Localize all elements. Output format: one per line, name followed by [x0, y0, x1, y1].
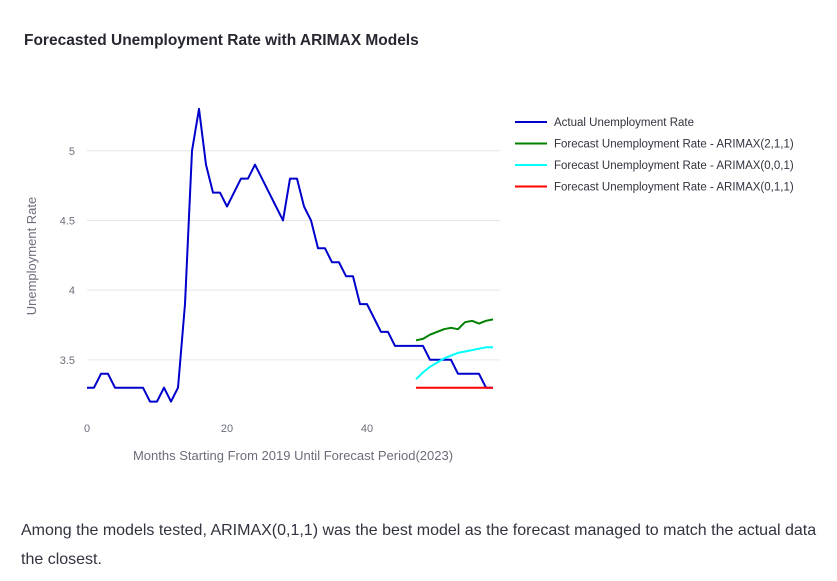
x-axis-title: Months Starting From 2019 Until Forecast…: [133, 448, 453, 463]
x-tick-label: 0: [84, 423, 90, 435]
y-axis-title: Unemployment Rate: [24, 197, 39, 316]
legend-item-3[interactable]: Forecast Unemployment Rate - ARIMAX(0,1,…: [515, 182, 794, 194]
grid-lines: [87, 150, 500, 361]
series-lines: [87, 107, 494, 403]
legend-item-2[interactable]: Forecast Unemployment Rate - ARIMAX(0,0,…: [515, 160, 794, 172]
x-tick-label: 20: [221, 423, 233, 435]
series-line-0: [87, 107, 493, 403]
x-tick-label: 40: [361, 423, 373, 435]
legend-label: Forecast Unemployment Rate - ARIMAX(0,0,…: [554, 160, 794, 172]
x-tick-labels: 0 20 40: [84, 423, 373, 435]
legend-label: Forecast Unemployment Rate - ARIMAX(0,1,…: [554, 182, 794, 194]
legend-item-1[interactable]: Forecast Unemployment Rate - ARIMAX(2,1,…: [515, 139, 794, 151]
y-tick-label: 3.5: [60, 355, 75, 367]
line-chart: 3.5 4 4.5 5 0 20 40 Actual Unemployment Rate F…: [24, 107, 794, 463]
legend-item-0[interactable]: Actual Unemployment Rate: [515, 117, 694, 129]
legend[interactable]: Actual Unemployment Rate Forecast Unemplo…: [515, 117, 794, 194]
series-line-1: [415, 318, 494, 342]
series-line-2: [415, 346, 493, 381]
y-tick-label: 4.5: [60, 215, 75, 227]
y-tick-label: 4: [69, 285, 75, 297]
y-tick-labels: 3.5 4 4.5 5: [60, 146, 75, 367]
legend-label: Forecast Unemployment Rate - ARIMAX(2,1,…: [554, 139, 794, 151]
chart-title: Forecasted Unemployment Rate with ARIMAX…: [24, 32, 419, 49]
legend-label: Actual Unemployment Rate: [554, 117, 694, 129]
summary-text: Among the models tested, ARIMAX(0,1,1) w…: [21, 522, 817, 568]
y-tick-label: 5: [69, 146, 75, 158]
